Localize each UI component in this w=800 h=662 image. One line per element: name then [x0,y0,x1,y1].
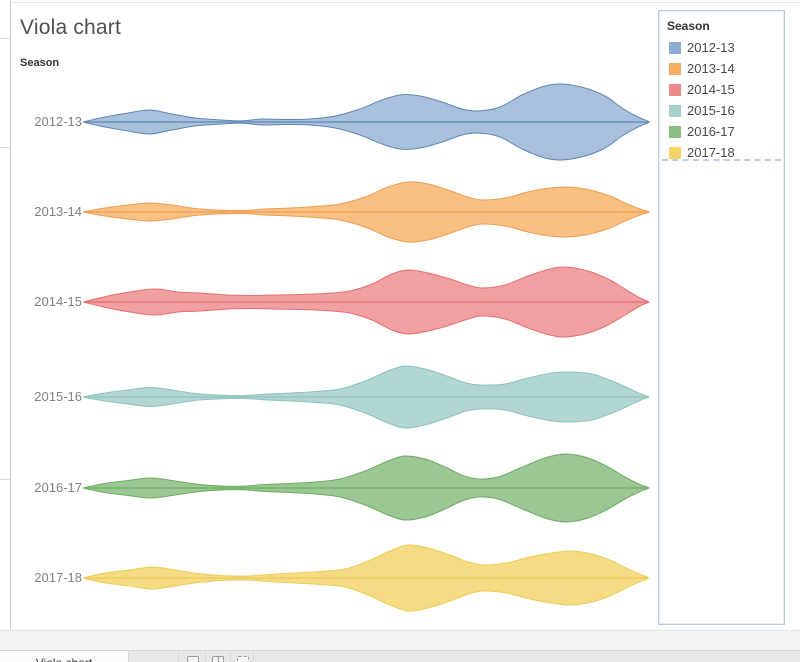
legend-item-label: 2014-15 [687,82,735,97]
legend-item-label: 2012-13 [687,40,735,55]
row-label-2015-16[interactable]: 2015-16 [34,389,82,404]
legend-item-2013-14[interactable]: 2013-14 [659,58,784,79]
new-worksheet-icon[interactable] [187,656,199,662]
row-label-2014-15[interactable]: 2014-15 [34,294,82,309]
sheet-tab-bar: Viola chart [0,650,800,662]
legend-item-2015-16[interactable]: 2015-16 [659,100,784,121]
legend-item-2016-17[interactable]: 2016-17 [659,121,784,142]
legend-swatch-icon [669,62,681,75]
legend-title: Season [667,19,710,33]
legend-item-label: 2013-14 [687,61,735,76]
legend-item-label: 2016-17 [687,124,735,139]
gutter-tick [0,147,10,148]
legend-swatch-icon [669,83,681,96]
sheet-tab-viola-chart[interactable]: Viola chart [0,651,129,662]
new-dashboard-icon[interactable] [212,656,224,662]
legend-swatch-icon [669,41,681,54]
row-label-2012-13[interactable]: 2012-13 [34,114,82,129]
row-axis-header: Season [20,57,60,69]
row-label-2013-14[interactable]: 2013-14 [34,204,82,219]
legend-item-label: 2017-18 [687,145,735,160]
chart-title: Viola chart [20,16,122,39]
sheet-top-border [10,2,800,3]
legend-item-label: 2015-16 [687,103,735,118]
row-label-2016-17[interactable]: 2016-17 [34,480,82,495]
tabbar-separator [178,652,179,662]
sheet-tab-label: Viola chart [0,656,128,662]
gutter-tick [0,38,10,39]
legend-item-2014-15[interactable]: 2014-15 [659,79,784,100]
legend-divider [662,159,781,161]
legend-item-2017-18[interactable]: 2017-18 [659,142,784,163]
gutter-tick [0,479,10,480]
tabbar-separator [205,652,206,662]
tabbar-separator [230,652,231,662]
season-legend[interactable]: Season 2012-13 2013-14 2014-15 2015-16 2016-… [658,10,785,625]
tabbar-separator [253,652,254,662]
new-story-icon[interactable] [237,656,249,662]
row-label-2017-18[interactable]: 2017-18 [34,570,82,585]
legend-item-2012-13[interactable]: 2012-13 [659,37,784,58]
legend-swatch-icon [669,125,681,138]
legend-swatch-icon [669,146,681,159]
legend-swatch-icon [669,104,681,117]
bottom-scroll-area [0,630,800,651]
row-axis-rule [10,0,11,650]
